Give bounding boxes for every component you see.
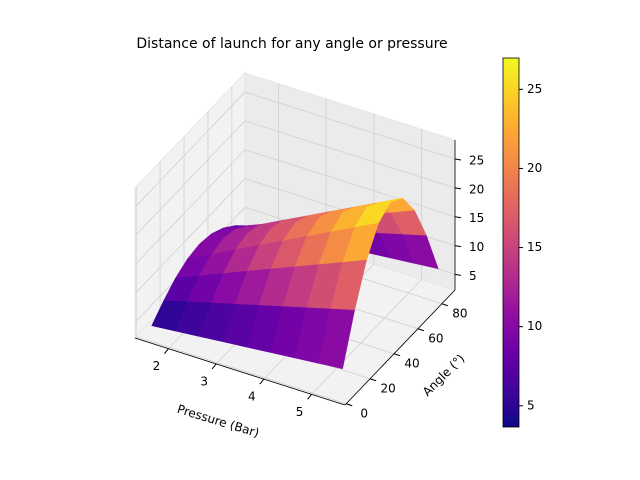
colorbar-tick-label: 10	[527, 319, 542, 333]
grid-line	[311, 279, 422, 395]
z-tick-label: 20	[469, 182, 484, 196]
grid-line	[244, 149, 456, 218]
y-tick-label: 40	[404, 356, 419, 370]
colorbar-tick-label: 15	[527, 240, 542, 254]
chart-title: Distance of launch for any angle or pres…	[136, 36, 447, 52]
grid-line	[134, 120, 246, 237]
grid-line	[134, 149, 246, 266]
z-tick-label: 10	[469, 240, 484, 254]
z-tick	[454, 187, 462, 190]
surface-patch	[318, 308, 355, 370]
z-tick	[454, 158, 462, 161]
grid-line	[134, 91, 246, 208]
y-tick	[393, 353, 401, 357]
y-tick-label: 80	[452, 306, 467, 320]
grid-line	[136, 336, 347, 405]
y-tick	[346, 403, 353, 407]
y-tick-label: 60	[428, 331, 443, 345]
y-tick-label: 0	[360, 406, 368, 420]
colorbar-tick-label: 20	[527, 161, 542, 175]
axis-line	[344, 289, 456, 406]
z-tick-label: 25	[469, 154, 484, 168]
x-tick	[259, 378, 265, 385]
y-tick	[441, 303, 449, 307]
z-tick-label: 5	[469, 269, 477, 283]
colorbar-tick-label: 25	[527, 82, 542, 96]
x-tick-label: 2	[153, 359, 161, 373]
grid-line	[134, 178, 246, 294]
z-tick	[454, 273, 462, 276]
y-axis-label: Angle (°)	[420, 351, 468, 399]
z-tick-label: 15	[469, 211, 484, 225]
x-tick	[164, 348, 169, 354]
y-tick-label: 20	[380, 381, 395, 395]
x-tick-label: 4	[248, 390, 256, 404]
y-tick	[417, 328, 425, 332]
x-tick-label: 5	[296, 405, 304, 419]
axis-line	[134, 337, 346, 406]
z-tick	[454, 245, 462, 248]
x-tick	[307, 394, 312, 400]
z-tick	[454, 216, 462, 219]
y-tick	[369, 378, 377, 382]
x-axis-label: Pressure (Bar)	[175, 402, 260, 440]
grid-line	[244, 91, 456, 160]
colorbar	[502, 57, 520, 428]
grid-line	[244, 120, 456, 189]
colorbar-tick-label: 5	[527, 398, 535, 412]
x-tick-label: 3	[200, 374, 208, 388]
x-tick	[211, 363, 217, 370]
